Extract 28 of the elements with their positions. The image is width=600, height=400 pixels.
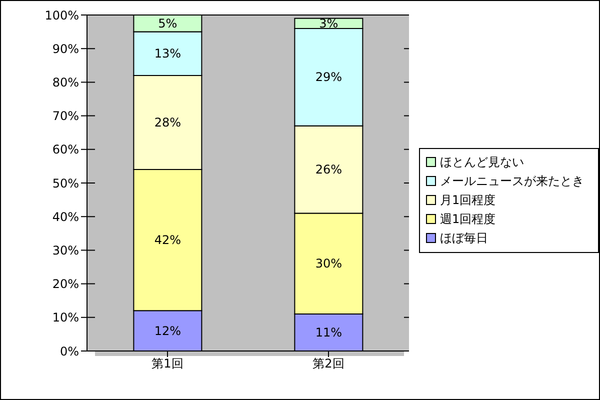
data-label: 5% bbox=[158, 16, 178, 30]
x-tick-label: 第2回 bbox=[312, 356, 344, 371]
y-tick-label: 100% bbox=[44, 8, 79, 22]
data-label: 3% bbox=[319, 16, 338, 30]
y-tick-label: 90% bbox=[52, 42, 79, 56]
legend-label: 週1回程度 bbox=[440, 210, 496, 228]
data-label: 29% bbox=[315, 70, 342, 84]
y-tick-label: 80% bbox=[52, 75, 79, 90]
y-tick-label: 40% bbox=[52, 210, 79, 224]
legend-label: ほぼ毎日 bbox=[440, 230, 488, 246]
y-tick-label: 30% bbox=[52, 243, 79, 258]
y-tick-label: 0% bbox=[60, 344, 79, 358]
data-label: 11% bbox=[315, 326, 342, 340]
y-tick-label: 20% bbox=[52, 277, 79, 292]
y-tick-label: 60% bbox=[52, 142, 79, 157]
data-label: 42% bbox=[154, 233, 182, 248]
y-tick-label: 10% bbox=[52, 310, 79, 325]
data-label: 13% bbox=[154, 46, 182, 61]
legend-label: 月1回程度 bbox=[440, 192, 496, 208]
data-label: 30% bbox=[315, 256, 342, 271]
legend-label: ほとんど見ない bbox=[440, 154, 524, 170]
data-label: 12% bbox=[154, 324, 182, 338]
y-tick-label: 70% bbox=[52, 109, 79, 124]
data-label: 28% bbox=[154, 116, 182, 130]
x-tick-label: 第1回 bbox=[152, 356, 184, 371]
y-tick-label: 50% bbox=[52, 176, 79, 190]
data-label: 26% bbox=[315, 162, 342, 177]
legend-label: メールニュースが来たとき bbox=[440, 172, 584, 190]
